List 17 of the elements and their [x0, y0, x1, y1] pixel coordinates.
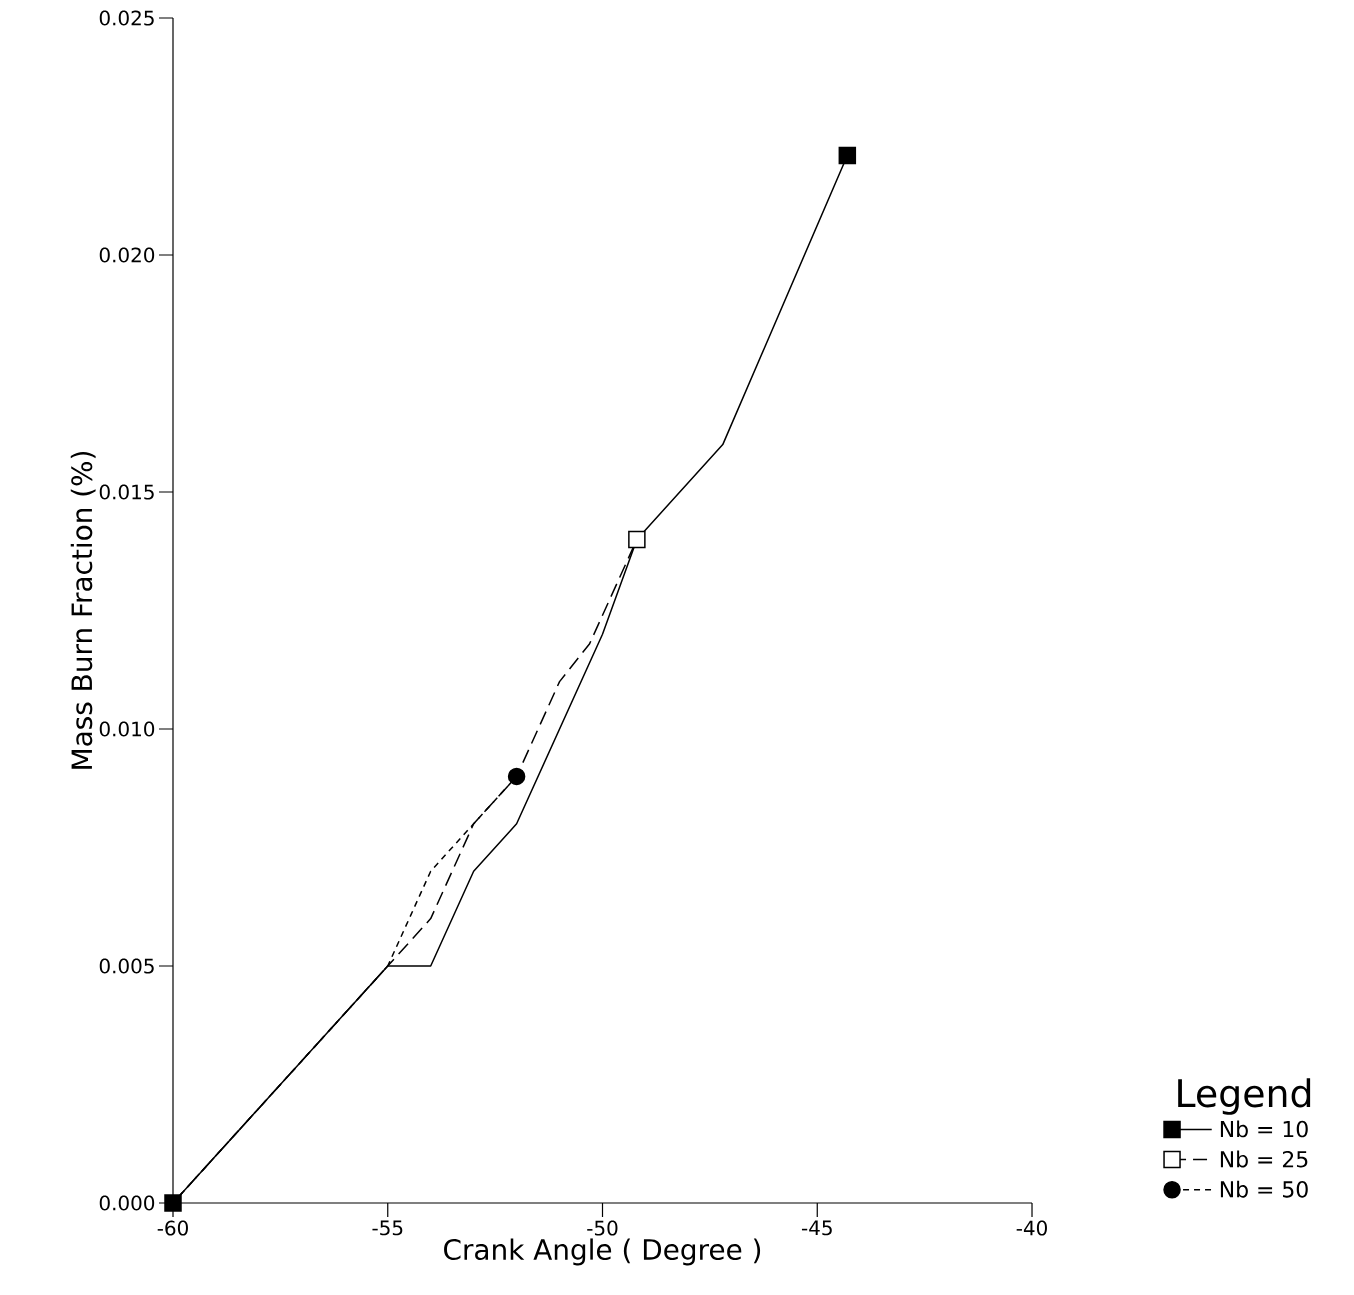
- legend-title: Legend: [1178, 1078, 1311, 1115]
- y-tick-label: 0.025: [99, 10, 154, 26]
- x-tick-label: -55: [372, 1220, 403, 1236]
- x-tick-label: -40: [1016, 1220, 1047, 1236]
- y-tick-label: 0.005: [99, 958, 154, 974]
- x-tick-label: -60: [157, 1220, 188, 1236]
- x-axis-title: Crank Angle ( Degree ): [444, 1238, 761, 1266]
- legend-label: Nb = 10: [1220, 1120, 1308, 1138]
- x-tick-label: -45: [801, 1220, 832, 1236]
- y-tick-label: 0.000: [99, 1195, 155, 1211]
- y-tick-label: 0.015: [99, 484, 154, 500]
- y-tick-label: 0.010: [99, 721, 155, 737]
- y-tick-label: 0.020: [99, 247, 155, 263]
- x-tick-label: -50: [587, 1220, 618, 1236]
- legend-label: Nb = 25: [1220, 1150, 1308, 1168]
- legend-label: Nb = 50: [1220, 1180, 1308, 1198]
- y-axis-title: Mass Burn Fraction (%): [70, 451, 96, 769]
